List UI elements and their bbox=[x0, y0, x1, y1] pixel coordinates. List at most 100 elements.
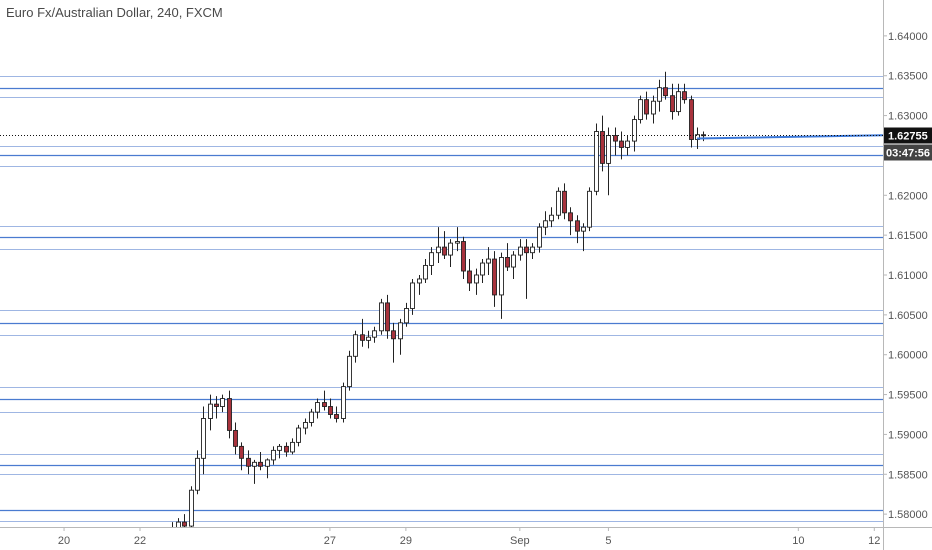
candle-body bbox=[492, 258, 497, 296]
candle-body bbox=[511, 254, 516, 268]
x-tick-label: 22 bbox=[134, 535, 146, 547]
candle-body bbox=[670, 95, 675, 113]
countdown-badge bbox=[884, 144, 932, 161]
candle-body bbox=[404, 308, 409, 324]
candle-body bbox=[233, 429, 238, 447]
candle-body bbox=[385, 302, 390, 332]
candle-body bbox=[549, 214, 554, 222]
candle-body bbox=[271, 449, 276, 461]
candle-body bbox=[341, 386, 346, 419]
x-tick-label: 27 bbox=[324, 535, 336, 547]
candle-body bbox=[189, 489, 194, 527]
candle-body bbox=[543, 220, 548, 228]
candle-body bbox=[606, 135, 611, 164]
candle-body bbox=[568, 212, 573, 222]
candle-body bbox=[581, 226, 586, 232]
y-tick-label: 1.61500 bbox=[888, 230, 928, 242]
countdown-label: 03:47:56 bbox=[886, 148, 930, 160]
y-tick-label: 1.58500 bbox=[888, 469, 928, 481]
candle-body bbox=[214, 403, 219, 407]
candle-body bbox=[461, 241, 466, 272]
candle-body bbox=[594, 131, 599, 192]
x-tick-label: 20 bbox=[58, 535, 70, 547]
candle-body bbox=[499, 257, 504, 296]
y-tick-label: 1.60500 bbox=[888, 310, 928, 322]
candle-body bbox=[575, 220, 580, 232]
candle-body bbox=[164, 546, 168, 550]
y-tick-label: 1.59500 bbox=[888, 390, 928, 402]
candle-body bbox=[410, 282, 415, 309]
candle-body bbox=[290, 441, 295, 453]
candle-body bbox=[277, 445, 282, 451]
x-tick-label: 5 bbox=[605, 535, 611, 547]
candle-body bbox=[663, 87, 668, 97]
candle-body bbox=[587, 190, 592, 228]
candle-body bbox=[391, 330, 396, 340]
candle-body bbox=[562, 190, 567, 214]
y-tick-label: 1.64000 bbox=[888, 31, 928, 43]
candle-body bbox=[379, 302, 384, 332]
candle-body bbox=[246, 457, 251, 467]
candle-body bbox=[448, 242, 453, 256]
candle-body bbox=[423, 264, 428, 280]
candle-body bbox=[239, 445, 244, 459]
candle-body bbox=[195, 457, 200, 491]
candle-body bbox=[398, 322, 403, 340]
y-tick-label: 1.62000 bbox=[888, 190, 928, 202]
x-tick-label: 10 bbox=[792, 535, 804, 547]
candle-body bbox=[265, 459, 270, 467]
candle-body bbox=[556, 190, 561, 216]
candle-body bbox=[524, 246, 529, 254]
x-tick-label: 12 bbox=[868, 535, 880, 547]
candle-body bbox=[682, 91, 687, 101]
candle-body bbox=[347, 355, 352, 388]
candle-body bbox=[322, 402, 327, 407]
y-tick-label: 1.59000 bbox=[888, 429, 928, 441]
candle-body bbox=[619, 140, 624, 148]
candle-body bbox=[486, 258, 491, 264]
candle-body bbox=[309, 411, 314, 423]
candle-body bbox=[436, 246, 441, 254]
candle-body bbox=[480, 262, 485, 276]
candle-body bbox=[366, 336, 371, 341]
candle-body bbox=[360, 334, 365, 341]
last-price-badge bbox=[884, 127, 932, 144]
candle-body bbox=[613, 135, 618, 142]
candle-body bbox=[651, 100, 656, 115]
candle-body bbox=[353, 334, 358, 357]
x-tick-label: Sep bbox=[510, 535, 530, 547]
candle-body bbox=[455, 241, 460, 244]
plot-area bbox=[0, 71, 883, 550]
candle-body bbox=[417, 278, 422, 284]
y-tick-label: 1.58000 bbox=[888, 509, 928, 521]
candle-body bbox=[201, 418, 206, 459]
candle-body bbox=[625, 140, 630, 148]
projection-arrow bbox=[697, 134, 883, 140]
candle-body bbox=[537, 226, 542, 248]
candle-body bbox=[208, 403, 213, 419]
candle-body bbox=[372, 330, 377, 338]
candle-body bbox=[328, 406, 333, 415]
last-price-label: 1.62755 bbox=[888, 131, 928, 143]
y-tick-label: 1.60000 bbox=[888, 350, 928, 362]
candle-body bbox=[227, 398, 232, 431]
candle-body bbox=[334, 414, 339, 419]
candle-body bbox=[176, 521, 181, 527]
x-tick-label: 29 bbox=[400, 535, 412, 547]
candle-body bbox=[252, 461, 257, 467]
candle-body bbox=[474, 274, 479, 284]
candle-body bbox=[258, 461, 263, 467]
candle-body bbox=[303, 422, 308, 429]
candle-body bbox=[296, 427, 301, 443]
candle-body bbox=[676, 91, 681, 113]
candle-body bbox=[182, 521, 187, 527]
candle-body bbox=[442, 246, 447, 256]
y-tick-label: 1.61000 bbox=[888, 270, 928, 282]
candle-body bbox=[644, 99, 649, 115]
candle-body bbox=[518, 246, 523, 256]
chart-title: Euro Fx/Australian Dollar, 240, FXCM bbox=[6, 5, 223, 20]
y-tick-label: 1.63500 bbox=[888, 71, 928, 83]
y-tick-label: 1.63000 bbox=[888, 111, 928, 123]
candle-body bbox=[220, 398, 225, 407]
